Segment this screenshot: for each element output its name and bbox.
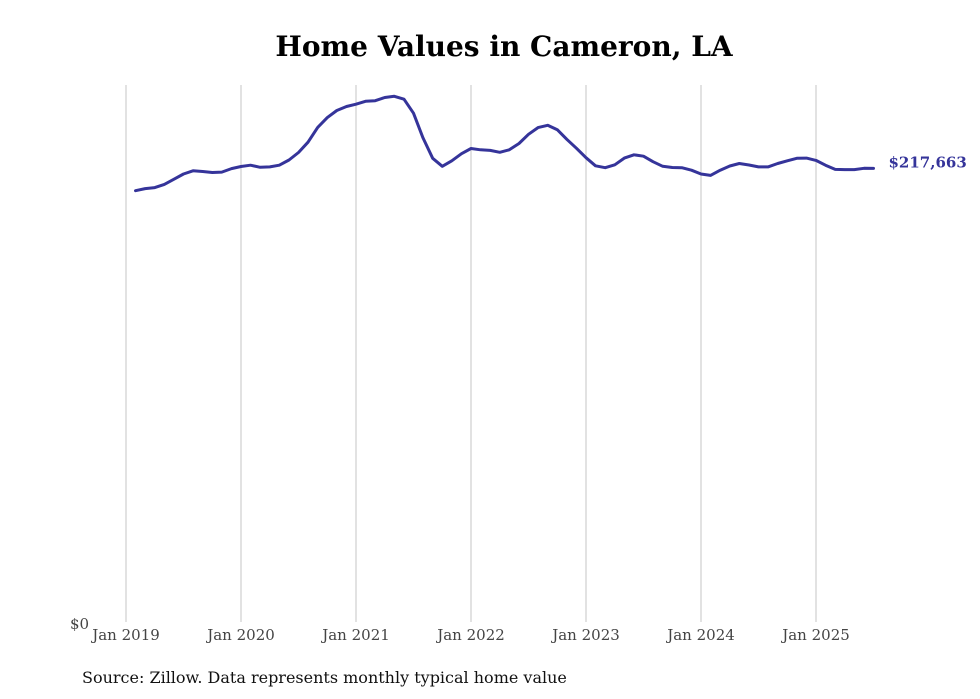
data-point [191,169,195,173]
x-tick-label-jan-2024: Jan 2024 [665,626,735,644]
data-point [622,156,626,160]
data-point [498,150,502,154]
data-point [373,99,377,103]
data-point [277,163,281,167]
data-point [210,171,214,175]
data-point [833,167,837,171]
data-point [546,123,550,127]
data-point [814,158,818,162]
data-point [776,162,780,166]
data-point [632,153,636,157]
data-point [460,152,464,156]
data-point [805,156,809,160]
data-point [737,162,741,166]
data-point [335,109,339,113]
data-point [402,97,406,101]
data-point [757,165,761,169]
x-tick-label-jan-2020: Jan 2020 [205,626,275,644]
data-point [383,96,387,100]
x-tick-label-jan-2019: Jan 2019 [90,626,160,644]
x-tick-label-jan-2023: Jan 2023 [550,626,620,644]
data-point [690,168,694,172]
data-points [134,94,876,192]
data-point [699,172,703,176]
data-point [642,154,646,158]
data-point [316,125,320,129]
gridlines [125,85,817,622]
data-point [153,186,157,190]
data-point [872,166,876,170]
data-point [230,167,234,171]
x-axis: Jan 2019 Jan 2020 Jan 2021 Jan 2022 Jan 2023… [90,626,850,644]
line-chart: Jan 2019 Jan 2020 Jan 2021 Jan 2022 Jan 2023… [70,85,967,644]
data-point [182,172,186,176]
data-point [785,159,789,163]
data-point [670,166,674,170]
data-point [268,165,272,169]
data-point [440,164,444,168]
data-point [555,128,559,132]
data-point [584,156,588,160]
data-point [143,187,147,191]
data-point [469,147,473,151]
data-point [517,142,521,146]
data-point [287,158,291,162]
source-note: Source: Zillow. Data represents monthly … [82,668,567,687]
data-point [162,182,166,186]
x-tick-label-jan-2022: Jan 2022 [435,626,505,644]
series-line-home-value [134,94,875,193]
data-point [507,148,511,152]
data-point [345,105,349,109]
data-point [718,168,722,172]
data-point [852,168,856,172]
x-tick-label-jan-2021: Jan 2021 [320,626,390,644]
data-point [613,163,617,167]
data-point [709,173,713,177]
x-tick-label-jan-2025: Jan 2025 [780,626,850,644]
data-point [594,164,598,168]
data-point [766,165,770,169]
data-point [364,99,368,103]
data-point [843,168,847,172]
chart-title: Home Values in Cameron, LA [275,30,733,63]
data-point [450,159,454,163]
data-point [795,156,799,160]
data-point [306,140,310,144]
data-point [249,163,253,167]
data-point [258,165,262,169]
y-axis-zero-label: $0 [70,615,89,633]
data-point [824,163,828,167]
data-point [575,146,579,150]
data-point [297,151,301,155]
data-point [431,156,435,160]
data-point [661,164,665,168]
data-point [728,164,732,168]
data-point [412,111,416,115]
data-point [201,170,205,174]
data-point [603,166,607,170]
data-point [354,102,358,106]
data-point [392,94,396,98]
data-point [680,166,684,170]
data-point [488,148,492,152]
data-point [134,189,138,193]
data-point [172,177,176,181]
data-point [862,166,866,170]
data-point [536,126,540,130]
data-point [651,160,655,164]
data-point [527,132,531,136]
data-point [747,163,751,167]
end-value-label: $217,663 [889,153,967,171]
data-point [565,137,569,141]
data-point [220,170,224,174]
data-point [479,148,483,152]
data-point [325,116,329,120]
data-point [421,136,425,140]
data-point [239,165,243,169]
